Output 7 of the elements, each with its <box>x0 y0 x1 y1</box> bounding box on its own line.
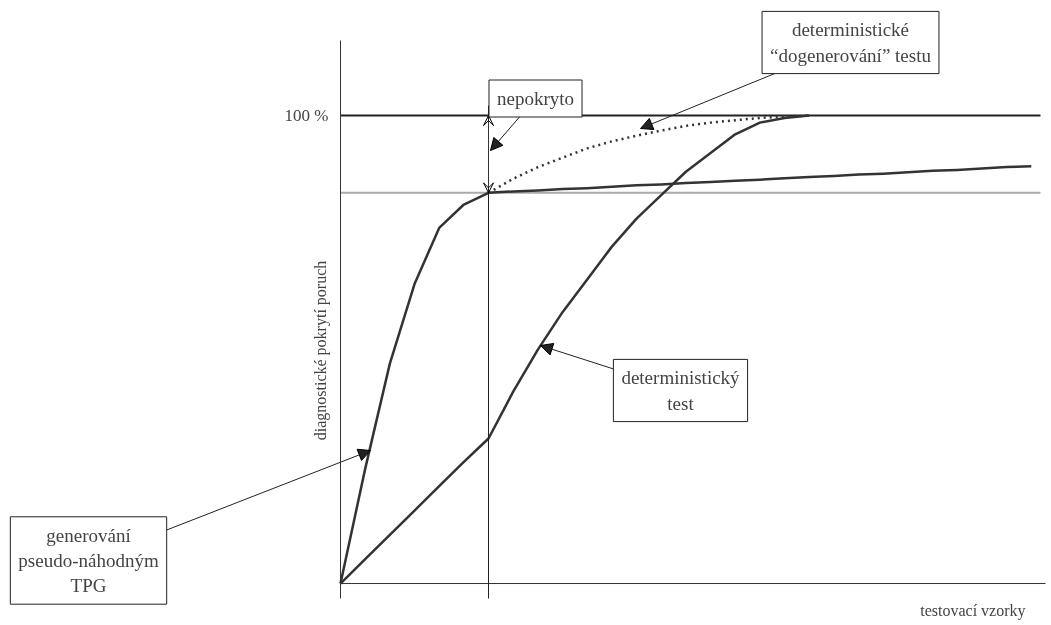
y-axis-title: diagnostické pokrytí poruch <box>312 260 330 441</box>
ref-line-label: 100 % <box>284 106 329 126</box>
text: deterministické “dogenerování” testu <box>770 19 932 66</box>
text: generování pseudo-náhodným TPG <box>18 524 159 597</box>
x-axis-title: testovací vzorky <box>920 602 1026 620</box>
text: nepokryto <box>496 88 575 109</box>
annotation: deterministický test <box>621 367 741 414</box>
